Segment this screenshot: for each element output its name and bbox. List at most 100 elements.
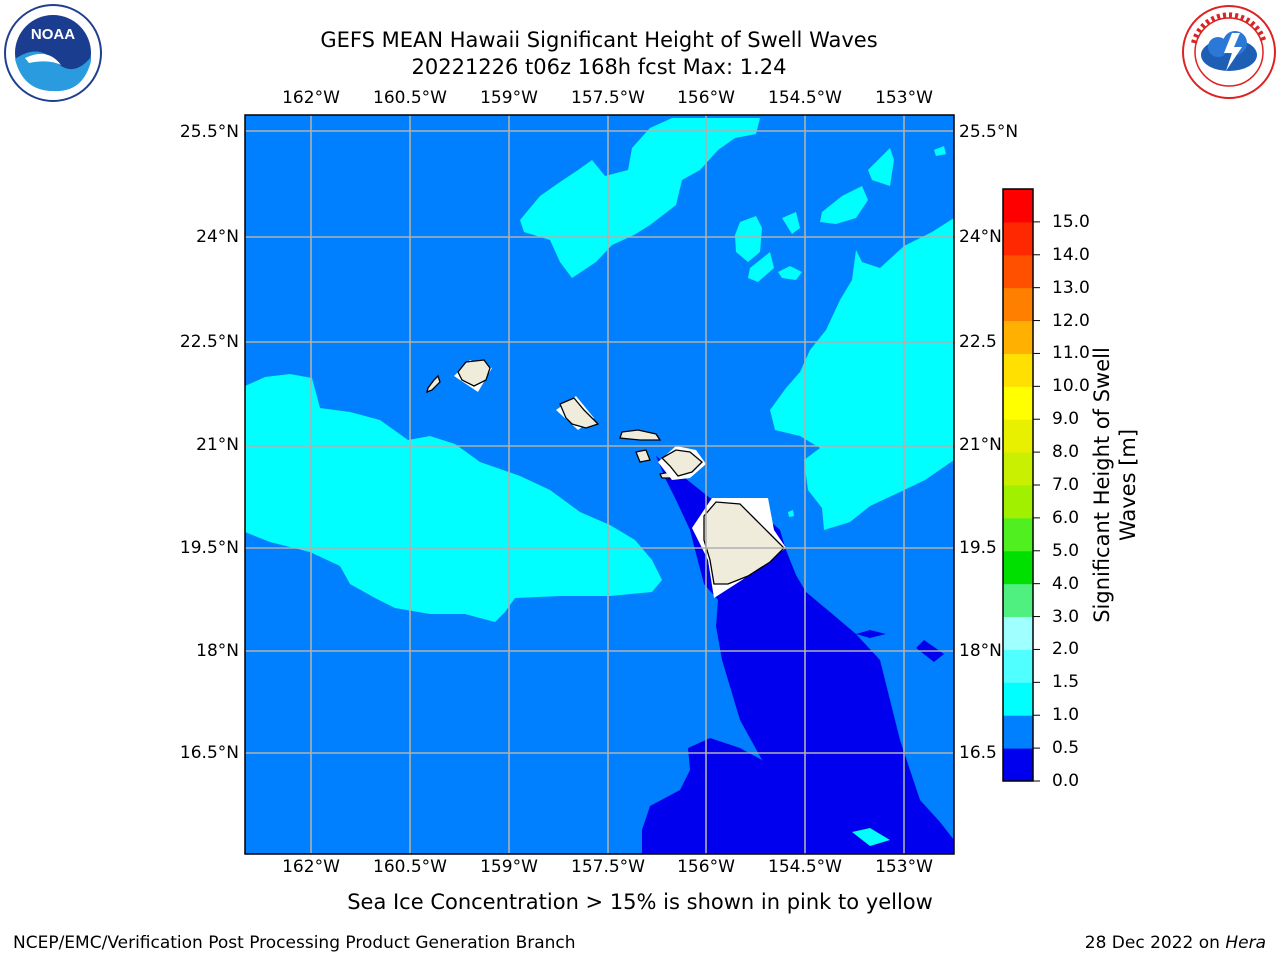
colorbar-segment xyxy=(1003,452,1033,486)
cyan-blob-1 xyxy=(735,216,762,262)
swell-height-field xyxy=(245,115,954,854)
colorbar-segment xyxy=(1003,748,1033,782)
colorbar-segment xyxy=(1003,517,1033,552)
colorbar-segment xyxy=(1003,550,1033,585)
colorbar-segment xyxy=(1003,616,1033,650)
colorbar-tick-label: 2.0 xyxy=(1052,639,1080,660)
colorbar-tick-label: 5.0 xyxy=(1052,540,1080,561)
lon-label-bottom: 159°W xyxy=(480,857,538,877)
lat-label-left: 22.5°N xyxy=(179,332,239,352)
lon-label-bottom: 154.5°W xyxy=(768,857,842,877)
colorbar-segment xyxy=(1003,353,1033,387)
cyan-blob-8 xyxy=(788,510,794,517)
lon-label-bottom: 160.5°W xyxy=(373,857,447,877)
island-niihau xyxy=(426,374,441,394)
lat-label-right: 21°N xyxy=(959,435,1002,455)
lat-label-left: 25.5°N xyxy=(179,122,239,142)
colorbar-tick-label: 0.5 xyxy=(1052,738,1080,759)
colorbar-tick-label: 0.0 xyxy=(1052,771,1080,791)
island-kauai xyxy=(457,359,491,387)
colorbar-title-line1: Significant Height of Swell xyxy=(1090,347,1114,623)
deep-blue-blob-4 xyxy=(852,828,890,846)
lat-label-right: 24°N xyxy=(959,227,1002,247)
colorbar-tick-label: 6.0 xyxy=(1052,507,1080,528)
lat-label-left: 21°N xyxy=(196,435,239,455)
colorbar-segment xyxy=(1003,386,1033,420)
cyan-band-west xyxy=(245,374,662,622)
footer-date-text: 28 Dec 2022 on xyxy=(1084,933,1226,953)
lat-label-left: 19.5°N xyxy=(179,538,239,558)
colorbar-tick-label: 14.0 xyxy=(1052,244,1090,265)
island-maui xyxy=(660,449,703,477)
colorbar-segment xyxy=(1003,189,1033,223)
colorbar-segment xyxy=(1003,419,1033,453)
map-frame xyxy=(244,114,955,855)
chart-title: GEFS MEAN Hawaii Significant Height of S… xyxy=(320,28,878,52)
colorbar-tick-label: 10.0 xyxy=(1052,376,1090,397)
deep-blue-blob-2 xyxy=(856,630,886,638)
noaa-logo-text: NOAA xyxy=(31,26,75,43)
cyan-blob-2 xyxy=(782,212,800,234)
footer-host: Hera xyxy=(1225,933,1266,953)
lon-label-bottom: 153°W xyxy=(875,857,933,877)
colorbar-tick-label: 7.0 xyxy=(1052,475,1080,495)
lon-label-top: 154.5°W xyxy=(768,88,842,108)
lon-label-top: 157.5°W xyxy=(571,88,645,108)
deep-blue-blob-1 xyxy=(692,760,714,776)
cyan-blob-6 xyxy=(868,148,894,186)
footer-branch: NCEP/EMC/Verification Post Processing Pr… xyxy=(13,933,576,953)
cyan-blob-4 xyxy=(778,266,802,280)
island-hawaii xyxy=(703,501,785,585)
lon-label-top: 156°W xyxy=(677,88,735,108)
lon-label-bottom: 162°W xyxy=(282,857,340,877)
lat-label-right: 19.5 xyxy=(959,538,997,558)
lon-label-bottom: 157.5°W xyxy=(571,857,645,877)
colorbar-segment xyxy=(1003,320,1033,354)
lat-label-left: 18°N xyxy=(196,641,239,661)
lat-label-left: 16.5°N xyxy=(179,743,239,763)
colorbar-tick-label: 1.5 xyxy=(1052,672,1080,693)
colorbar-tick-label: 12.0 xyxy=(1052,310,1090,331)
colorbar xyxy=(1002,188,1040,782)
island-molokai xyxy=(619,429,662,441)
colorbar-segment xyxy=(1003,583,1033,618)
lon-label-bottom: 156°W xyxy=(677,857,735,877)
colorbar-title-line2: Waves [m] xyxy=(1116,428,1140,542)
footer-date: 28 Dec 2022 on Hera xyxy=(1085,933,1266,953)
graticule xyxy=(245,115,954,854)
colorbar-tick-label: 1.0 xyxy=(1052,705,1080,726)
cyan-blob-7 xyxy=(934,146,946,156)
colorbar-segment xyxy=(1003,485,1033,519)
island-oahu xyxy=(559,397,600,429)
colorbar-segment xyxy=(1003,649,1033,683)
colorbar-tick-label: 4.0 xyxy=(1052,573,1080,594)
noaa-logo: NOAA xyxy=(4,4,102,102)
cyan-band-east xyxy=(770,218,954,530)
lon-label-top: 162°W xyxy=(282,88,340,108)
colorbar-tick-label: 9.0 xyxy=(1052,409,1080,430)
lat-label-right: 16.5 xyxy=(959,743,997,763)
lat-label-right: 18°N xyxy=(959,641,1002,661)
colorbar-segment xyxy=(1003,287,1033,322)
lon-label-top: 153°W xyxy=(875,88,933,108)
island-lanai xyxy=(635,449,651,463)
sea-ice-caption: Sea Ice Concentration > 15% is shown in … xyxy=(347,890,933,914)
colorbar-tick-label: 8.0 xyxy=(1052,442,1080,463)
colorbar-title: Significant Height of Swell Waves [m] xyxy=(1089,347,1141,623)
colorbar-tick-label: 11.0 xyxy=(1052,343,1090,364)
colorbar-segment xyxy=(1003,715,1033,749)
islands xyxy=(426,359,786,598)
lon-label-top: 160.5°W xyxy=(373,88,447,108)
colorbar-tick-label: 13.0 xyxy=(1052,277,1090,298)
lat-label-left: 24°N xyxy=(196,227,239,247)
cyan-band-north xyxy=(520,118,760,278)
colorbar-tick-label: 3.0 xyxy=(1052,606,1080,627)
chart-subtitle: 20221226 t06z 168h fcst Max: 1.24 xyxy=(411,55,787,79)
cyan-blob-5 xyxy=(820,186,868,224)
nws-logo xyxy=(1182,5,1276,99)
cyan-blob-3 xyxy=(748,252,774,282)
colorbar-segment xyxy=(1003,682,1033,716)
lat-label-right: 25.5°N xyxy=(959,122,1019,142)
colorbar-segment xyxy=(1003,254,1033,289)
